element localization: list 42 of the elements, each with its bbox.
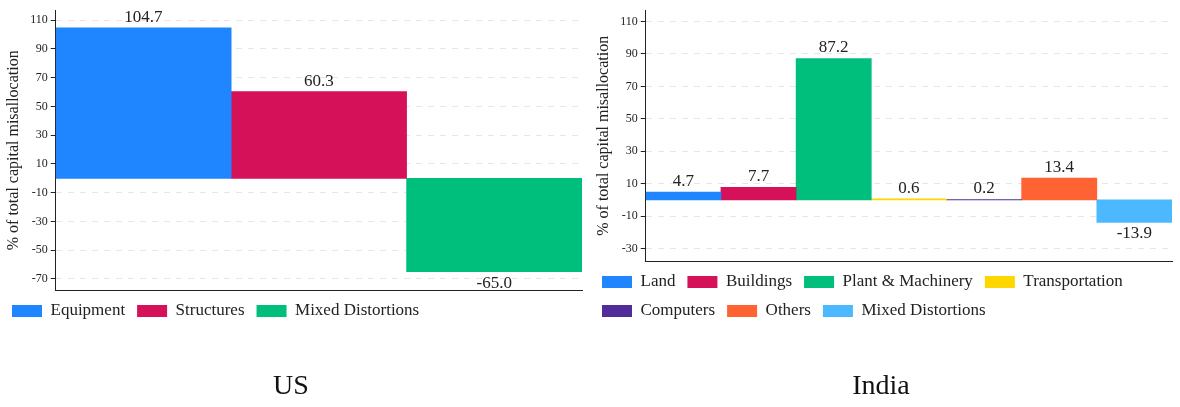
y-tick-label: -10 [31,184,48,199]
y-tick-label: 30 [625,143,638,158]
data-label: 13.4 [1044,157,1075,177]
y-tick-label: 70 [35,69,48,84]
text: India [852,368,911,400]
legend-label: Land [640,271,676,291]
y-tick-label: 110 [30,12,48,27]
data-label: -13.9 [1116,223,1153,243]
data-label: 104.7 [124,6,164,26]
y-tick-label: 90 [625,46,638,61]
legend-label: Equipment [50,300,126,320]
data-label: 4.7 [672,171,695,191]
legend-label: Mixed Distortions [295,300,420,320]
y-tick-label: -10 [621,208,638,223]
text: US [273,368,309,400]
legend-label: Mixed Distortions [861,300,986,320]
y-tick-label: -70 [31,271,48,286]
data-label: -65.0 [476,272,512,292]
data-label: 87.2 [818,37,849,57]
y-tick-label: 90 [35,41,48,56]
legend-label: Transportation [1023,271,1124,291]
y-tick-label: 30 [35,127,48,142]
y-tick-label: -30 [31,213,48,228]
legend-label: Structures [175,300,245,320]
y-axis-title: % of total capital misallocation [593,35,612,236]
data-label: 60.3 [304,70,334,90]
y-tick-label: 10 [35,156,48,171]
data-label: 0.6 [898,177,920,197]
y-tick-label: 70 [625,78,638,93]
legend-label: Buildings [725,271,793,291]
y-tick-label: -50 [31,242,48,257]
y-tick-label: 50 [35,98,48,113]
data-label: 0.2 [973,178,995,198]
y-tick-label: -30 [621,240,638,255]
data-label: 7.7 [747,166,770,186]
y-tick-label: 10 [625,175,638,190]
y-tick-label: 50 [625,110,638,125]
y-axis-title: % of total capital misallocation [3,50,22,251]
legend-label: Plant & Machinery [842,271,974,291]
legend-label: Others [765,300,811,320]
legend-label: Computers [640,300,716,320]
y-tick-label: 110 [620,13,638,28]
